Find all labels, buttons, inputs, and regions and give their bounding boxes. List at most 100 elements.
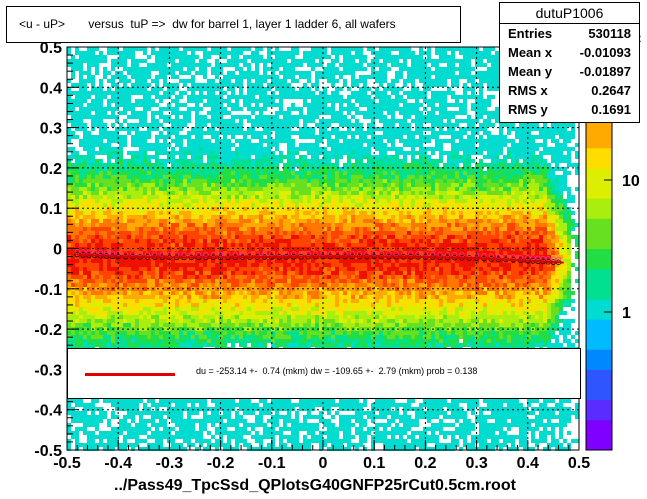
heatmap-cell	[531, 143, 535, 147]
heatmap-cell	[83, 127, 87, 131]
heatmap-cell	[451, 159, 455, 163]
heatmap-cell	[463, 99, 467, 103]
heatmap-cell	[515, 215, 519, 219]
heatmap-cell	[179, 111, 183, 115]
heatmap-cell	[327, 159, 331, 163]
heatmap-cell	[335, 167, 339, 171]
heatmap-cell	[451, 79, 455, 83]
heatmap-cell	[307, 107, 311, 111]
heatmap-cell	[227, 147, 231, 151]
heatmap-cell	[547, 215, 551, 219]
heatmap-cell	[231, 231, 235, 235]
heatmap-cell	[447, 75, 451, 79]
heatmap-cell	[155, 187, 159, 191]
heatmap-cell	[547, 187, 551, 191]
heatmap-cell	[499, 163, 503, 167]
heatmap-cell	[371, 195, 375, 199]
heatmap-cell	[179, 63, 183, 67]
heatmap-cell	[291, 79, 295, 83]
heatmap-cell	[267, 87, 271, 91]
heatmap-cell	[403, 115, 407, 119]
heatmap-cell	[571, 147, 575, 151]
heatmap-cell	[179, 203, 183, 207]
heatmap-cell	[75, 223, 79, 227]
heatmap-cell	[355, 179, 359, 183]
heatmap-cell	[67, 131, 71, 135]
heatmap-cell	[187, 227, 191, 231]
heatmap-cell	[391, 179, 395, 183]
heatmap-cell	[507, 163, 511, 167]
heatmap-cell	[191, 179, 195, 183]
heatmap-cell	[247, 83, 251, 87]
heatmap-cell	[551, 151, 555, 155]
heatmap-cell	[223, 195, 227, 199]
heatmap-cell	[439, 155, 443, 159]
heatmap-cell	[307, 103, 311, 107]
heatmap-cell	[387, 187, 391, 191]
heatmap-cell	[199, 203, 203, 207]
heatmap-cell	[543, 227, 547, 231]
heatmap-cell	[547, 171, 551, 175]
heatmap-cell	[307, 95, 311, 99]
heatmap-cell	[343, 191, 347, 195]
heatmap-cell	[127, 67, 131, 71]
heatmap-cell	[479, 147, 483, 151]
heatmap-cell	[375, 95, 379, 99]
heatmap-cell	[427, 119, 431, 123]
heatmap-cell	[519, 215, 523, 219]
heatmap-cell	[183, 223, 187, 227]
heatmap-cell	[503, 199, 507, 203]
heatmap-cell	[267, 195, 271, 199]
heatmap-cell	[223, 175, 227, 179]
heatmap-cell	[99, 111, 103, 115]
heatmap-cell	[527, 203, 531, 207]
heatmap-cell	[359, 203, 363, 207]
heatmap-cell	[203, 63, 207, 67]
heatmap-cell	[207, 143, 211, 147]
heatmap-cell	[171, 107, 175, 111]
heatmap-cell	[483, 215, 487, 219]
heatmap-cell	[243, 75, 247, 79]
heatmap-cell	[175, 115, 179, 119]
heatmap-cell	[391, 127, 395, 131]
heatmap-cell	[559, 215, 563, 219]
heatmap-cell	[235, 219, 239, 223]
heatmap-cell	[311, 155, 315, 159]
heatmap-cell	[327, 139, 331, 143]
heatmap-cell	[251, 111, 255, 115]
heatmap-cell	[199, 107, 203, 111]
heatmap-cell	[211, 155, 215, 159]
heatmap-cell	[279, 111, 283, 115]
heatmap-cell	[75, 67, 79, 71]
heatmap-cell	[199, 219, 203, 223]
heatmap-cell	[123, 167, 127, 171]
heatmap-cell	[375, 223, 379, 227]
heatmap-cell	[323, 71, 327, 75]
heatmap-cell	[435, 119, 439, 123]
heatmap-cell	[359, 187, 363, 191]
heatmap-cell	[391, 47, 395, 51]
heatmap-cell	[503, 159, 507, 163]
heatmap-cell	[563, 143, 567, 147]
heatmap-cell	[131, 55, 135, 59]
heatmap-cell	[203, 71, 207, 75]
heatmap-cell	[551, 179, 555, 183]
heatmap-cell	[391, 163, 395, 167]
heatmap-cell	[67, 171, 71, 175]
heatmap-cell	[363, 131, 367, 135]
heatmap-cell	[139, 111, 143, 115]
heatmap-cell	[447, 195, 451, 199]
heatmap-cell	[375, 179, 379, 183]
heatmap-cell	[291, 227, 295, 231]
heatmap-cell	[527, 139, 531, 143]
heatmap-cell	[435, 139, 439, 143]
heatmap-cell	[127, 115, 131, 119]
heatmap-cell	[403, 123, 407, 127]
heatmap-cell	[419, 183, 423, 187]
heatmap-cell	[311, 171, 315, 175]
heatmap-cell	[363, 75, 367, 79]
heatmap-cell	[283, 115, 287, 119]
heatmap-cell	[243, 103, 247, 107]
heatmap-cell	[155, 195, 159, 199]
heatmap-cell	[419, 227, 423, 231]
